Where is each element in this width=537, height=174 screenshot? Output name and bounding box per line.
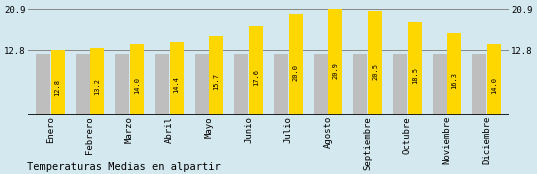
Bar (155, 54, 169, 115)
Bar (393, 54, 407, 115)
Bar (50, 50, 64, 115)
Bar (329, 9, 342, 115)
Bar (314, 54, 328, 115)
Bar (170, 42, 184, 115)
Text: 20.5: 20.5 (372, 63, 378, 80)
Text: 18.5: 18.5 (412, 67, 418, 84)
Bar (76, 54, 90, 115)
Bar (487, 44, 501, 115)
Text: 20.0: 20.0 (293, 64, 299, 81)
Bar (473, 54, 487, 115)
Text: 14.0: 14.0 (134, 77, 140, 94)
Text: Temperaturas Medias en alpartir: Temperaturas Medias en alpartir (27, 162, 221, 172)
Text: 15.7: 15.7 (213, 73, 219, 90)
Bar (209, 36, 223, 115)
Bar (195, 54, 208, 115)
Bar (447, 33, 461, 115)
Text: 16.3: 16.3 (452, 72, 458, 89)
Bar (274, 54, 288, 115)
Text: 12.8: 12.8 (55, 79, 61, 96)
Bar (234, 54, 248, 115)
Bar (90, 48, 104, 115)
Bar (408, 22, 422, 115)
Bar (36, 54, 50, 115)
Bar (130, 44, 144, 115)
Bar (353, 54, 367, 115)
Bar (289, 14, 303, 115)
Text: 13.2: 13.2 (95, 78, 100, 95)
Bar (249, 26, 263, 115)
Text: 17.6: 17.6 (253, 69, 259, 86)
Text: 20.9: 20.9 (332, 62, 338, 79)
Bar (433, 54, 447, 115)
Bar (368, 11, 382, 115)
Text: 14.4: 14.4 (173, 76, 180, 93)
Bar (115, 54, 129, 115)
Text: 14.0: 14.0 (491, 77, 497, 94)
